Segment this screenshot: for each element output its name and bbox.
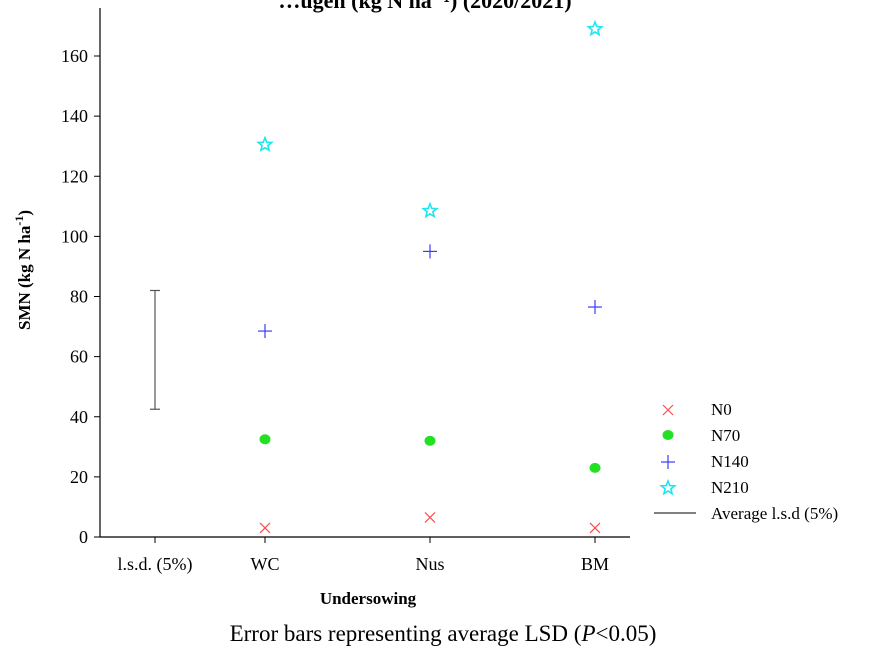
y-axis-label: SMN (kg N ha-1) xyxy=(12,210,34,330)
legend-label-n70: N70 xyxy=(711,426,740,445)
point-n70-wc xyxy=(259,434,271,445)
y-tick-label: 20 xyxy=(70,467,88,487)
axes xyxy=(94,8,630,543)
y-tick-label: 120 xyxy=(61,166,88,186)
y-tick-label: 0 xyxy=(79,527,88,547)
point-n70-bm xyxy=(589,462,601,473)
y-tick-label: 100 xyxy=(61,226,88,246)
x-tick-label: l.s.d. (5%) xyxy=(118,554,193,575)
legend-label-n210: N210 xyxy=(711,478,749,497)
data-marks xyxy=(150,19,604,534)
legend-marker-n0 xyxy=(662,404,674,416)
x-tick-label: WC xyxy=(251,554,280,574)
point-n0-wc xyxy=(259,522,271,534)
legend-label-n140: N140 xyxy=(711,452,749,471)
x-tick-label: BM xyxy=(581,554,609,574)
legend-marker-n140 xyxy=(661,455,675,469)
point-n210-wc xyxy=(256,135,274,153)
y-tick-label: 80 xyxy=(70,287,88,307)
chart-title: …ugen (kg N ha⁻¹) (2020/2021) xyxy=(278,0,571,13)
point-n140-nus xyxy=(423,244,437,259)
point-n140-wc xyxy=(258,324,272,339)
y-tick-label: 160 xyxy=(61,46,88,66)
y-tick-label: 60 xyxy=(70,347,88,367)
legend-label-lsd: Average l.s.d (5%) xyxy=(711,504,838,523)
legend-marker-n210 xyxy=(659,478,677,496)
y-tick-label: 40 xyxy=(70,407,88,427)
tick-labels: 0 20 40 60 80 100 120 140 160 l.s.d. (5%) WC Nus BM xyxy=(61,46,609,575)
legend-marker-n70 xyxy=(662,430,674,440)
point-n140-bm xyxy=(588,300,602,315)
x-tick-label: Nus xyxy=(415,554,444,574)
x-axis-label: Undersowing xyxy=(320,589,417,608)
y-tick-label: 140 xyxy=(61,106,88,126)
point-n210-bm xyxy=(586,19,604,37)
point-n70-nus xyxy=(424,435,436,446)
point-n0-nus xyxy=(424,512,436,523)
legend: N0 N70 N140 N210 Average l.s.d (5%) xyxy=(654,400,838,523)
lsd-error-bar xyxy=(150,289,160,410)
figure-caption: Error bars representing average LSD (P<0… xyxy=(230,621,657,646)
point-n0-bm xyxy=(589,522,601,534)
point-n210-nus xyxy=(421,201,439,219)
legend-label-n0: N0 xyxy=(711,400,732,419)
